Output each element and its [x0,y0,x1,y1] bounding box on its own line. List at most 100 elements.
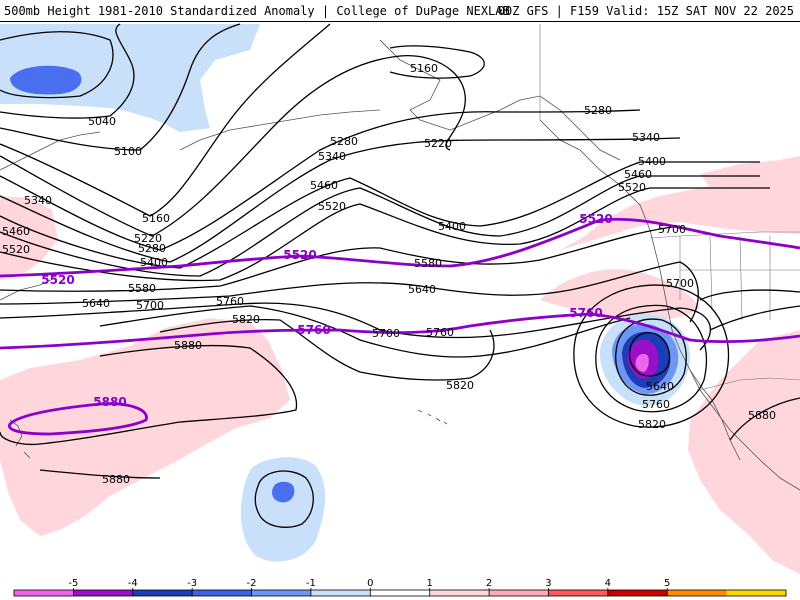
anomaly-shading [0,24,800,574]
contour-label: 5280 [584,104,612,117]
anomaly-colorbar: -5 -4 -3 -2 -1 0 1 2 3 4 5 [13,578,787,597]
contour-label: 5880 [102,473,130,486]
contour-label: 5460 [624,168,652,181]
contour-low-center [0,31,114,99]
colorbar-tick-label: 2 [486,578,492,589]
contour-5520-black [0,187,770,282]
coastlines [0,39,800,491]
colorbar-tick-label: 3 [545,578,551,589]
map-canvas: 5160 5040 5100 5220 5280 5340 5280 5340 … [0,22,800,574]
contour-5760 [99,305,631,358]
contour-label: 5760 [642,398,670,411]
colorbar-tick-label: -1 [306,578,316,589]
colorbar-segment [251,590,312,596]
baja-coastline [689,369,741,461]
highlight-contour-label: 5520 [579,212,612,226]
contour-label: 5700 [658,223,686,236]
cutoff-low-ring-4 [573,284,730,428]
contour-label: 5160 [142,212,170,225]
contour-label: 5400 [438,220,466,233]
contour-label: 5460 [310,179,338,192]
positive-anomaly-offshore [540,269,700,320]
colorbar-segment [726,590,787,596]
contour-label: 5220 [424,137,452,150]
contour-5700-inland [699,289,800,301]
highlight-5520-contour [0,217,800,278]
contour-5160-west [0,23,331,217]
contour-5460 [0,175,760,277]
contour-5220 [0,55,466,237]
map-title: 500mb Height 1981-2010 Standardized Anom… [4,4,510,18]
positive-anomaly-west-pacific [0,196,58,280]
kamchatka-coastline [0,131,101,171]
colorbar-tick-label: 1 [427,578,433,589]
colorbar-segment [429,590,490,596]
highlight-contour-label: 5880 [93,395,126,409]
contour-5160-north [389,45,485,79]
contour-label: 5760 [426,326,454,339]
colorbar-outline [13,589,787,597]
contour-label: 5520 [618,181,646,194]
colorbar-segment [607,590,668,596]
contour-5880-east [729,397,800,441]
contour-label: 5580 [128,282,156,295]
contour-label: 5880 [174,339,202,352]
colorbar-segment [14,590,74,596]
hawaii-islands [417,409,448,425]
central-pacific-low-ring [254,470,314,528]
highlight-label-group: 5520 5520 5520 5760 5760 5880 [41,212,612,409]
colorbar-tick-label: 0 [367,578,373,589]
west-coast-us [649,229,716,411]
canada-us-border [649,231,800,239]
contour-label: 5340 [318,150,346,163]
highlight-contour-label: 5760 [297,323,330,337]
highlight-5880-contour [7,402,148,436]
contour-5880-south [39,469,161,479]
contour-label: 5400 [638,155,666,168]
colorbar-tick-label: -4 [128,578,138,589]
contour-label: 5340 [24,194,52,207]
contour-label: 5640 [82,297,110,310]
contour-label: 5580 [414,257,442,270]
colorbar-segment [310,590,371,596]
cutoff-low-ring-1 [628,332,671,377]
mexico-us-border [699,377,800,391]
contour-5040 [0,23,135,119]
cutoff-low-ring-3 [595,304,708,413]
negative-anomaly-central-pacific [240,457,326,562]
colorbar-segment [192,590,253,596]
contour-label: 5100 [114,145,142,158]
cutoff-low-ring-2 [615,318,687,396]
contour-label: 5760 [216,295,244,308]
highlight-contour-label: 5520 [41,273,74,287]
alaska-coastline [379,39,621,161]
model-run-info: 00Z GFS | F159 Valid: 15Z SAT NOV 22 202… [497,4,794,18]
contour-5640 [0,261,699,323]
colorbar-tick-label: -5 [68,578,78,589]
political-borders [539,24,800,391]
contour-5760-inland [709,305,800,331]
contour-label: 5220 [134,232,162,245]
contour-label: 5700 [666,277,694,290]
contour-5820 [159,318,495,381]
contour-5580 [0,225,681,292]
contour-5400 [0,161,760,269]
mexico-coastline [714,409,800,491]
cutoff-low-anomaly-peak [635,353,649,372]
height-contours [0,23,800,528]
contour-label: 5880 [748,409,776,422]
contour-label: 5280 [330,135,358,148]
colorbar-segment [370,590,431,596]
positive-anomaly-subtropical-west [0,318,290,536]
negative-anomaly-central-pacific-core [272,481,295,503]
contour-label: 5040 [88,115,116,128]
contour-label: 5820 [638,418,666,431]
contour-label: 5340 [632,131,660,144]
us-state-lines [679,235,800,321]
contour-label: 5280 [138,242,166,255]
asia-coastline [0,277,56,301]
contour-5340 [0,137,681,263]
contour-label: 5520 [2,243,30,256]
colorbar-tick-label: -3 [187,578,197,589]
